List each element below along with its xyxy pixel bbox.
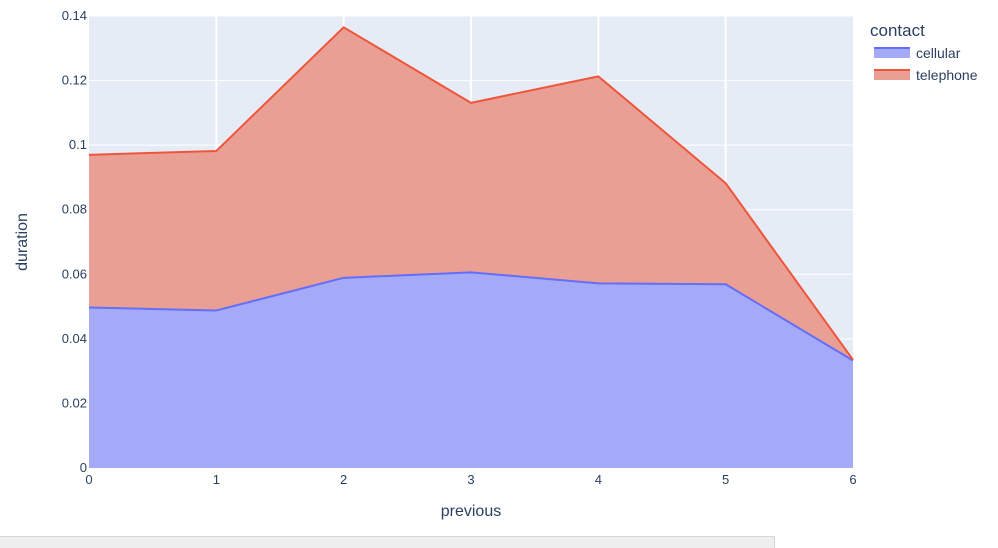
x-tick-label: 6 — [849, 472, 856, 487]
y-tick-label: 0 — [80, 460, 87, 475]
legend-title: contact — [870, 21, 925, 40]
legend-item-telephone[interactable]: telephone — [874, 67, 978, 83]
area-telephone[interactable] — [89, 27, 853, 361]
x-axis-title: previous — [441, 503, 501, 520]
line-telephone[interactable] — [88, 26, 854, 361]
line-cellular[interactable] — [88, 271, 854, 362]
y-tick-label: 0.04 — [62, 331, 87, 346]
series-lines — [88, 26, 854, 362]
x-tick-label: 4 — [595, 472, 602, 487]
x-tick-label: 3 — [467, 472, 474, 487]
y-tick-label: 0.12 — [62, 73, 87, 88]
y-axis-title: duration — [14, 213, 31, 271]
legend-item-cellular[interactable]: cellular — [874, 45, 961, 61]
y-axis-tick-labels: 0 0.02 0.04 0.06 0.08 0.1 0.12 0.14 — [62, 8, 87, 475]
y-tick-label: 0.08 — [62, 202, 87, 217]
x-axis-tick-labels: 0 1 2 3 4 5 6 — [85, 472, 856, 487]
legend-label: telephone — [916, 67, 978, 83]
legend-label: cellular — [916, 45, 961, 61]
x-tick-label: 5 — [722, 472, 729, 487]
area-cellular[interactable] — [89, 272, 853, 468]
legend-items[interactable]: cellular telephone — [874, 45, 978, 83]
legend-swatch — [874, 70, 910, 80]
legend[interactable]: contact cellular telephone — [870, 21, 978, 83]
x-tick-label: 0 — [85, 472, 92, 487]
area-series — [89, 27, 853, 468]
y-tick-label: 0.06 — [62, 266, 87, 281]
x-tick-label: 2 — [340, 472, 347, 487]
y-tick-label: 0.14 — [62, 8, 87, 23]
legend-swatch — [874, 48, 910, 58]
x-tick-label: 1 — [213, 472, 220, 487]
y-tick-label: 0.02 — [62, 395, 87, 410]
y-tick-label: 0.1 — [69, 137, 87, 152]
horizontal-scrollbar[interactable] — [0, 536, 775, 548]
